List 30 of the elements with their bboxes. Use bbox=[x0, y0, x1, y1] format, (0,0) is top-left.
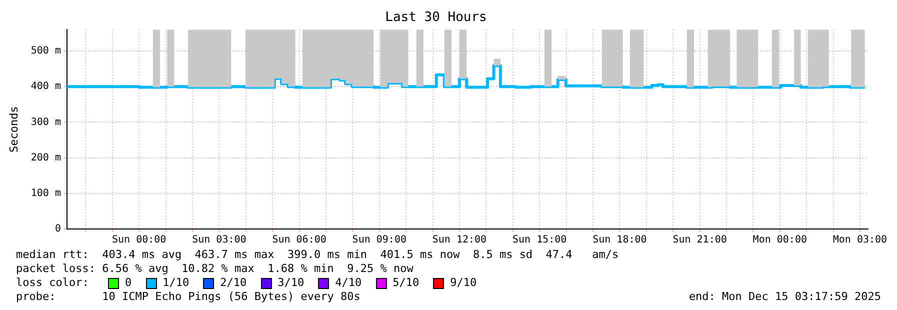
chart-title: Last 30 Hours bbox=[385, 10, 487, 26]
x-tick-label: Sun 03:00 bbox=[192, 234, 246, 246]
x-tick-label: Sun 12:00 bbox=[432, 234, 487, 246]
x-tick-label: Mon 03:00 bbox=[832, 234, 888, 246]
y-tick-label: 500 m bbox=[30, 46, 61, 57]
y-tick-label: 400 m bbox=[30, 81, 61, 92]
text: median rtt: 403.4 ms avg 463.7 ms max 399.0 ms min 401.5 ms now 8.5 ms sd 47.4 am/s bbox=[16, 248, 620, 262]
x-tick-label: Sun 00:00 bbox=[112, 234, 166, 246]
y-axis-title: Seconds bbox=[7, 106, 20, 152]
x-tick-label: Sun 06:00 bbox=[272, 234, 326, 246]
text: loss color: bbox=[16, 276, 90, 290]
text: end: Mon Dec 15 03:17:59 2025 bbox=[688, 290, 881, 304]
legend-label: 5/10 bbox=[392, 276, 420, 290]
legend-label: 4/10 bbox=[335, 276, 362, 290]
x-tick-label: Sun 09:00 bbox=[352, 234, 406, 246]
legend-label: 1/10 bbox=[162, 276, 190, 290]
legend-label: 2/10 bbox=[220, 276, 247, 290]
x-tick-label: Sun 18:00 bbox=[592, 234, 647, 246]
x-tick-label: Sun 21:00 bbox=[672, 234, 727, 246]
y-tick-label: 200 m bbox=[30, 152, 61, 164]
y-tick-label: 300 m bbox=[30, 116, 61, 128]
legend-label: 9/10 bbox=[450, 276, 477, 290]
y-tick-label: 0 bbox=[54, 224, 61, 235]
x-tick-label: Mon 00:00 bbox=[752, 234, 807, 246]
x-tick-label: Sun 15:00 bbox=[512, 234, 567, 246]
text: probe: 10 ICMP Echo Pings (56 Bytes) every 80s bbox=[16, 290, 360, 304]
legend-label: 3/10 bbox=[278, 276, 304, 290]
legend-label: 0 bbox=[125, 276, 132, 290]
y-tick-label: 100 m bbox=[30, 188, 61, 199]
text: packet loss: 6.56 % avg 10.82 % max 1.68 % min 9.25 % now bbox=[16, 262, 414, 276]
